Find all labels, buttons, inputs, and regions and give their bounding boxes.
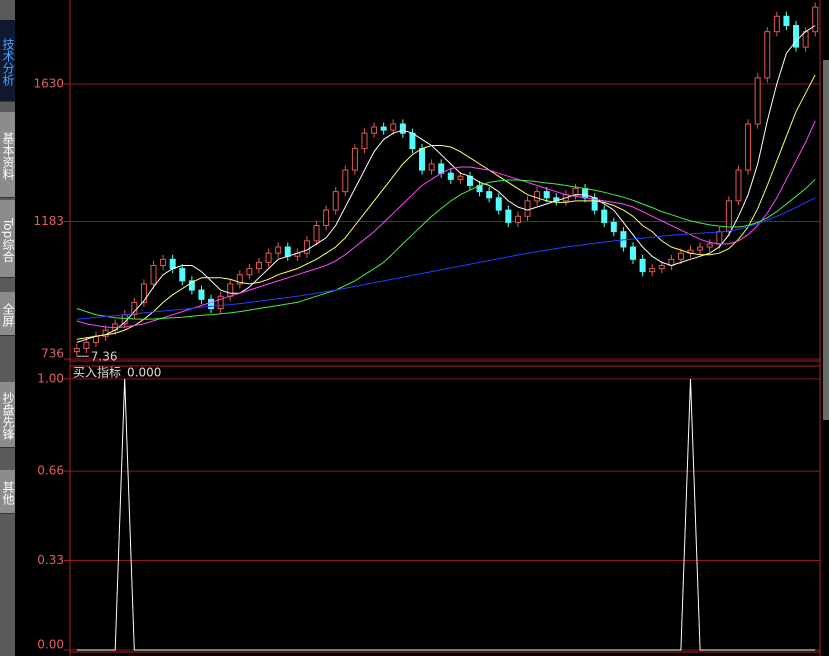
y-tick-label: 736: [41, 347, 64, 361]
candle-body: [457, 175, 464, 180]
candle-body: [706, 243, 713, 248]
y-tick-label: 0.00: [37, 638, 64, 652]
right-strip: [823, 60, 829, 420]
candle-body: [140, 283, 147, 303]
candle-body: [495, 197, 502, 211]
indicator-title: 买入指标: [73, 365, 121, 380]
series-line: [76, 25, 816, 343]
candle-body: [514, 215, 521, 223]
candle-body: [169, 258, 176, 270]
candle-body: [745, 123, 752, 171]
candle-body: [198, 289, 205, 300]
candle-body: [323, 209, 330, 226]
candle-body: [73, 348, 80, 353]
indicator-value: 0.000: [127, 366, 161, 380]
candle-body: [83, 341, 90, 350]
candle-body: [697, 246, 704, 251]
candle-body: [313, 224, 320, 242]
series-line: [76, 120, 816, 329]
candle-body: [505, 209, 512, 223]
candle-body: [534, 191, 541, 202]
candle-body: [246, 268, 253, 276]
candle-body: [773, 15, 780, 33]
candle-body: [649, 268, 656, 273]
sidebar-tab[interactable]: 抄盘先锋: [0, 382, 15, 448]
candle-body: [447, 172, 454, 180]
candle-body: [658, 264, 665, 270]
candle-body: [208, 298, 215, 310]
candle-body: [419, 148, 426, 171]
candle-body: [380, 126, 387, 131]
candle-body: [150, 264, 157, 285]
candle-body: [361, 132, 368, 150]
sidebar-tab[interactable]: 其他: [0, 470, 15, 514]
candle-body: [582, 188, 589, 199]
y-tick-label: 1630: [33, 76, 64, 90]
candle-body: [764, 31, 771, 79]
candle-body: [342, 169, 349, 193]
candle-body: [601, 209, 608, 223]
candle-body: [265, 252, 272, 263]
candle-body: [179, 268, 186, 282]
sidebar-tab[interactable]: 全屏: [0, 292, 15, 336]
candle-body: [572, 188, 579, 196]
candle-body: [543, 191, 550, 199]
sidebar-tab[interactable]: Top综合: [0, 200, 15, 278]
candle-body: [236, 274, 243, 285]
candle-body: [217, 295, 224, 310]
series-line: [76, 197, 816, 320]
sidebar-tab[interactable]: 技术分析: [0, 20, 15, 102]
candle-body: [677, 252, 684, 260]
candle-body: [630, 246, 636, 260]
candle-body: [371, 126, 378, 134]
annotation: 7.36: [91, 350, 118, 364]
candle-body: [284, 246, 291, 257]
sidebar: 技术分析基本资料 Top综合全屏抄盘先锋其他: [0, 0, 15, 656]
candle-body: [227, 283, 234, 297]
candle-body: [725, 200, 732, 233]
y-tick-label: 1.00: [37, 371, 64, 385]
candle-body: [610, 221, 617, 233]
sidebar-tab[interactable]: 基本资料: [0, 112, 15, 198]
candle-body: [639, 258, 646, 273]
candle-body: [188, 280, 195, 291]
candle-body: [754, 77, 761, 125]
candle-body: [793, 25, 800, 48]
y-tick-label: 1183: [33, 214, 64, 228]
candle-body: [256, 261, 262, 270]
candle-body: [275, 246, 282, 254]
series-line: [76, 178, 816, 320]
y-tick-label: 0.33: [37, 553, 64, 567]
y-tick-label: 0.66: [37, 464, 64, 478]
candle-body: [303, 240, 310, 254]
candle-body: [524, 200, 531, 217]
candle-body: [716, 231, 723, 245]
series-line: [76, 74, 816, 340]
candle-body: [390, 123, 397, 131]
candle-body: [812, 6, 819, 33]
candle-body: [399, 123, 406, 134]
candle-body: [409, 132, 416, 150]
candle-body: [160, 258, 167, 266]
series-line: [76, 378, 816, 651]
candle-body: [486, 191, 493, 199]
candle-body: [735, 169, 742, 202]
candle-body: [351, 148, 358, 171]
candle-body: [783, 15, 790, 27]
candle-body: [332, 191, 339, 211]
candle-body: [428, 163, 435, 171]
